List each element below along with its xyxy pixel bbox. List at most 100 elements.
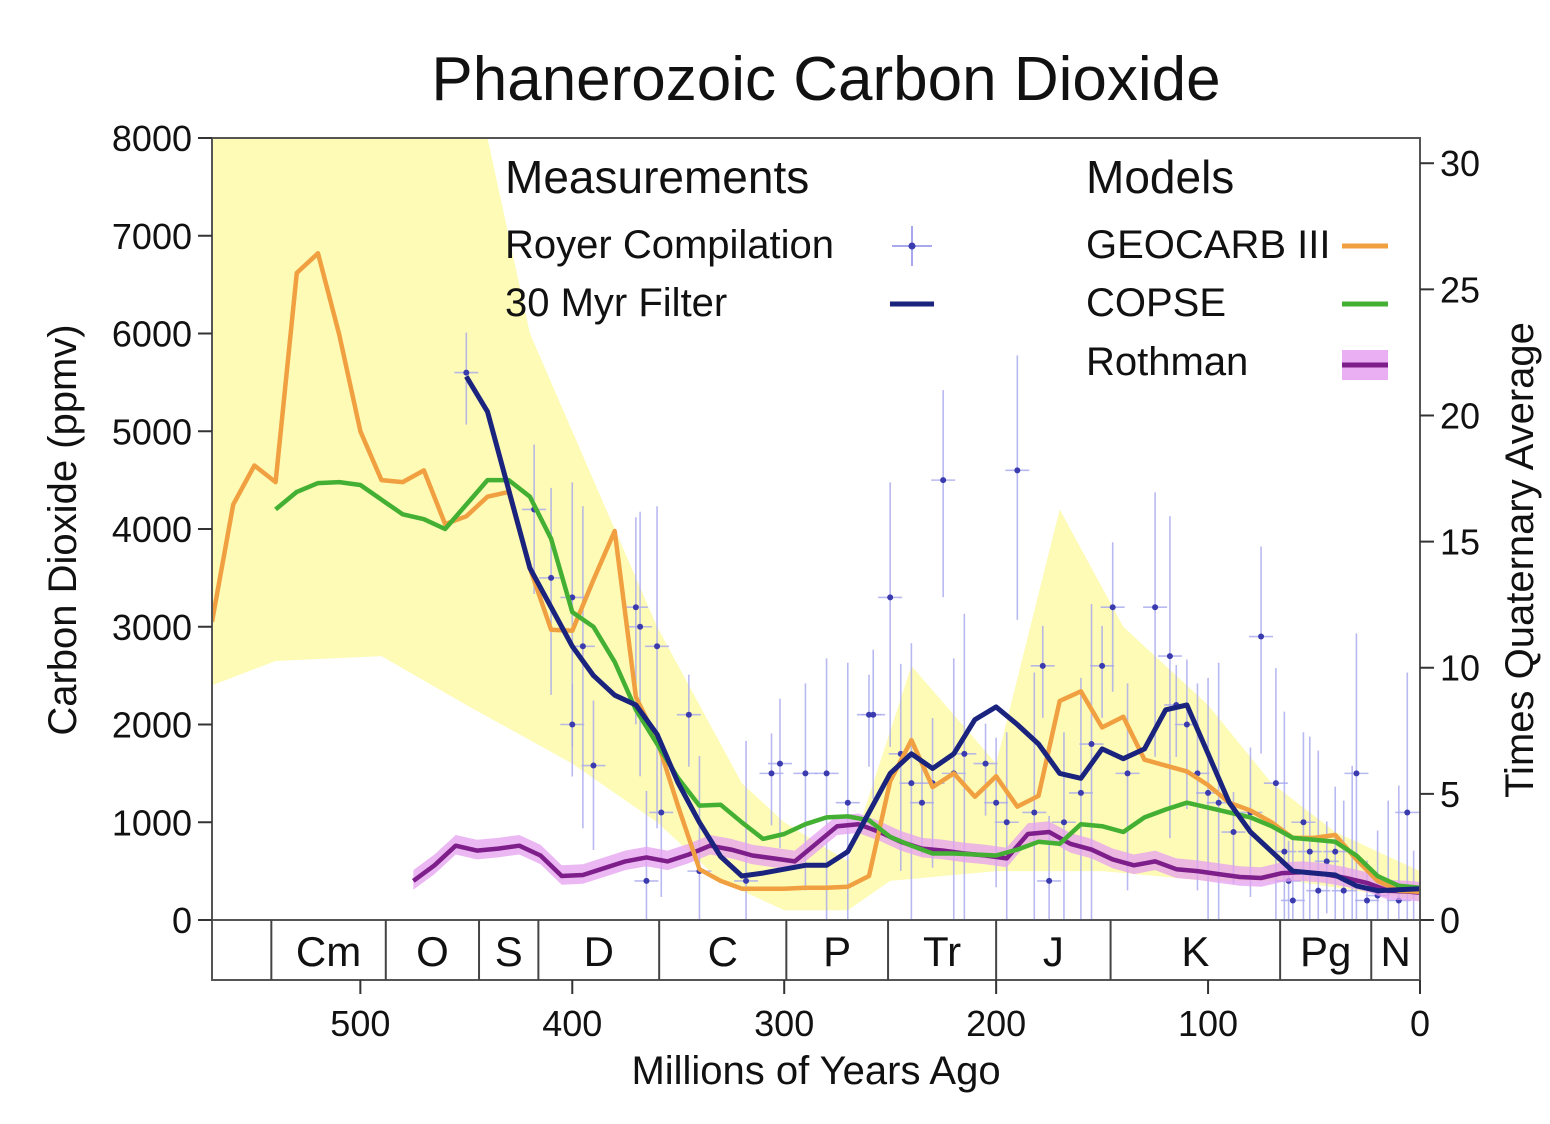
y-tick-label: 0 [172,900,192,941]
y-tick-label: 4000 [112,509,192,550]
y2-tick-label: 5 [1440,774,1460,815]
royer-point [776,760,783,767]
period-label: N [1380,928,1410,975]
period-label: P [823,928,851,975]
royer-point [1039,662,1046,669]
royer-point [918,799,925,806]
legend-models-heading: Models [1086,151,1234,203]
y-tick-label: 1000 [112,802,192,843]
y2-tick-label: 20 [1440,395,1480,436]
plot-area [212,138,1420,920]
royer-point [1404,809,1411,816]
royer-point [1306,848,1313,855]
royer-point [1014,467,1021,474]
royer-point [1152,604,1159,611]
legend-measurements-heading: Measurements [505,151,809,203]
royer-point [870,711,877,718]
legend-swatches [890,226,1388,380]
period-bar: Cm O S D C P Tr J K Pg N [211,919,1421,981]
x-axis: 500 400 300 200 100 0 [330,980,1430,1044]
royer-point [887,594,894,601]
legend-label-royer: Royer Compilation [505,223,834,267]
chart-title: Phanerozoic Carbon Dioxide [431,45,1220,114]
royer-point [1205,789,1212,796]
x-tick-label: 0 [1410,1003,1430,1044]
royer-point [1315,887,1322,894]
y2-tick-label: 25 [1440,269,1480,310]
y2-tick-label: 30 [1440,143,1480,184]
period-label: Tr [923,928,961,975]
legend-label-geocarb: GEOCARB III [1086,223,1331,267]
royer-point [1300,819,1307,826]
royer-point [802,770,809,777]
royer-point [1166,653,1173,660]
royer-point [743,877,750,884]
royer-point [1088,741,1095,748]
geocarb-line [212,251,1420,894]
royer-point [1046,877,1053,884]
royer-point [768,770,775,777]
plot-contents [212,138,1420,920]
royer-point [1230,829,1237,836]
x-tick-label: 100 [1178,1003,1238,1044]
y2-tick-label: 10 [1440,648,1480,689]
y-axis-title: Carbon Dioxide (ppmv) [41,324,85,735]
royer-point [1060,819,1067,826]
y2-tick-label: 15 [1440,522,1480,563]
royer-point [961,750,968,757]
y-tick-label: 2000 [112,705,192,746]
legend-swatch-royer [908,242,916,250]
period-label: S [495,928,523,975]
legend-label-filter: 30 Myr Filter [505,281,727,325]
y2-tick-label: 0 [1440,900,1460,941]
period-label: Cm [296,928,361,975]
period-label: J [1043,928,1064,975]
copse-line [274,477,1420,890]
royer-point [908,780,915,787]
filter-line [464,375,1420,894]
royer-point [569,721,576,728]
royer-point [658,809,665,816]
royer-point [654,643,661,650]
x-tick-label: 300 [754,1003,814,1044]
royer-point [1323,858,1330,865]
royer-point [1124,770,1131,777]
royer-point [1289,897,1296,904]
period-label: C [708,928,738,975]
royer-point [548,574,555,581]
royer-point [1215,799,1222,806]
royer-point [1272,780,1279,787]
y2-axis-title: Times Quaternary Average [1498,322,1542,798]
royer-point [1031,809,1038,816]
period-label: K [1181,928,1209,975]
x-axis-title: Millions of Years Ago [631,1049,1000,1093]
y-tick-label: 8000 [112,118,192,159]
period-bar-frame [211,919,1421,981]
rothman-band [413,813,1420,902]
x-tick-label: 400 [542,1003,602,1044]
period-label: Pg [1300,928,1351,975]
royer-point [865,711,872,718]
royer-point [1099,662,1106,669]
royer-point [463,369,470,376]
royer-point [632,604,639,611]
royer-point [1077,789,1084,796]
royer-point [1109,604,1116,611]
y-tick-label: 5000 [112,411,192,452]
x-tick-label: 500 [330,1003,390,1044]
royer-point [982,760,989,767]
period-label: O [416,928,449,975]
royer-point [1340,887,1347,894]
royer-point [1258,633,1265,640]
y-axis-left: 0 1000 2000 3000 4000 5000 6000 7000 8000 [112,118,212,941]
legend-label-rothman: Rothman [1086,340,1248,384]
legend: Measurements Models Royer Compilation 30… [505,151,1388,384]
royer-point [823,770,830,777]
royer-point [1281,848,1288,855]
royer-point [1183,721,1190,728]
legend-label-copse: COPSE [1086,281,1226,325]
period-label: D [584,928,614,975]
royer-point [844,799,851,806]
y-axis-right: 0 5 10 15 20 25 30 [1420,143,1480,941]
